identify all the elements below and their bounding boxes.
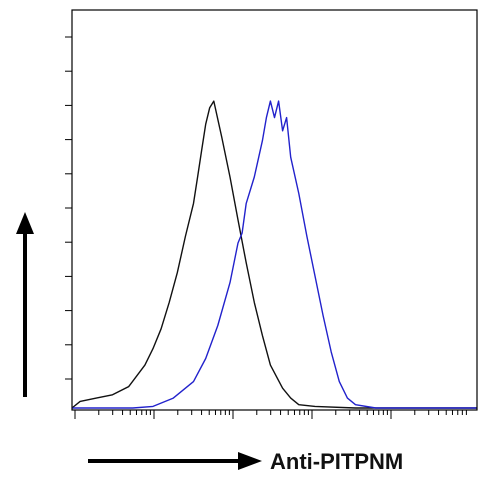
series-line-1 [71,100,477,409]
x-axis-arrow-head [238,452,262,470]
x-axis-arrow [88,452,262,470]
plot-frame [71,9,478,411]
y-axis-arrow [16,212,34,397]
series-line-2 [72,100,477,409]
x-axis-label: Anti-PITPNM [270,449,403,474]
x-axis-ticks [74,410,467,419]
series-layer [71,100,477,409]
y-axis-ticks [65,36,72,380]
y-axis-arrow-head [16,212,34,234]
